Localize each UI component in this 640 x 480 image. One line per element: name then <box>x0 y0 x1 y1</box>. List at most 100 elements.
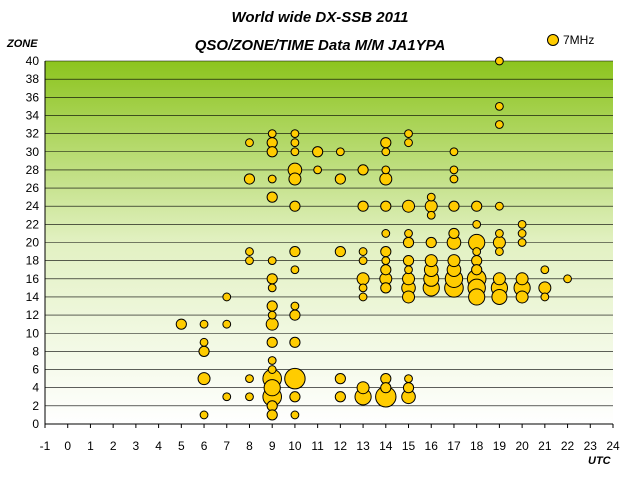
data-point <box>245 138 254 148</box>
data-point <box>540 292 550 302</box>
data-point <box>495 229 504 238</box>
data-point <box>222 392 232 402</box>
data-point <box>449 174 459 184</box>
data-point <box>495 120 504 129</box>
data-point <box>245 392 254 402</box>
data-point <box>267 283 277 293</box>
x-tick-label: 5 <box>178 439 185 453</box>
y-tick-label: 24 <box>26 199 40 213</box>
data-point <box>491 288 508 305</box>
data-point <box>563 274 572 284</box>
data-point <box>380 245 392 258</box>
y-tick-label: 26 <box>26 181 40 195</box>
data-point <box>426 192 436 202</box>
data-point <box>380 200 392 212</box>
x-tick-label: 18 <box>470 439 484 453</box>
data-point <box>284 367 306 390</box>
x-tick-label: 23 <box>584 439 598 453</box>
data-point <box>312 146 324 158</box>
data-point <box>402 199 416 213</box>
data-point <box>267 365 277 374</box>
y-tick-label: 34 <box>26 108 40 122</box>
data-point <box>245 247 254 256</box>
x-tick-label: 3 <box>133 439 140 453</box>
data-point <box>449 147 459 157</box>
data-point <box>199 337 209 347</box>
data-point <box>266 409 278 421</box>
x-tick-label: 17 <box>447 439 461 453</box>
x-tick-label: 19 <box>493 439 507 453</box>
data-point <box>448 200 460 212</box>
y-tick-label: 20 <box>26 236 40 250</box>
data-point <box>402 290 416 304</box>
y-tick-label: 10 <box>26 326 40 340</box>
legend: 7MHz <box>547 33 594 47</box>
data-point <box>289 245 301 258</box>
data-point <box>495 101 504 111</box>
data-point <box>381 165 391 175</box>
data-point <box>492 272 506 286</box>
x-tick-label: 15 <box>402 439 416 453</box>
y-tick-label: 14 <box>26 290 40 304</box>
data-point <box>495 56 504 66</box>
y-tick-label: 6 <box>32 363 39 377</box>
legend-marker <box>547 34 559 46</box>
data-point <box>263 379 281 397</box>
data-point <box>335 147 345 157</box>
data-point <box>266 273 278 285</box>
data-point <box>334 391 346 403</box>
data-point <box>288 172 302 186</box>
y-tick-label: 22 <box>26 217 40 231</box>
x-tick-label: 10 <box>288 439 302 453</box>
data-point <box>197 372 211 386</box>
x-tick-label: 8 <box>246 439 253 453</box>
data-point <box>424 254 438 268</box>
data-point <box>471 200 483 212</box>
y-tick-label: 0 <box>32 417 39 431</box>
x-tick-label: 11 <box>311 439 324 453</box>
data-point <box>334 373 346 385</box>
data-point <box>447 254 461 268</box>
x-tick-label: 12 <box>334 439 348 453</box>
x-tick-label: 16 <box>425 439 439 453</box>
data-point <box>402 272 416 286</box>
data-point <box>471 264 483 276</box>
x-tick-label: 9 <box>269 439 276 453</box>
data-point <box>517 238 527 247</box>
data-point <box>404 129 413 139</box>
data-point <box>380 264 392 276</box>
data-point <box>404 265 413 275</box>
y-tick-label: 4 <box>32 381 39 395</box>
x-tick-label: 4 <box>155 439 162 453</box>
data-point <box>472 219 482 229</box>
y-tick-label: 40 <box>26 54 40 68</box>
data-point <box>266 300 278 312</box>
data-point <box>245 256 254 266</box>
data-point <box>222 292 232 302</box>
data-point <box>404 374 413 384</box>
y-tick-label: 36 <box>26 90 40 104</box>
data-point <box>266 146 278 158</box>
data-point <box>515 290 529 304</box>
data-point <box>358 256 368 266</box>
data-point <box>357 164 369 176</box>
data-point <box>515 272 529 286</box>
x-tick-label: 13 <box>356 439 370 453</box>
data-point <box>222 319 232 329</box>
y-tick-label: 18 <box>26 254 40 268</box>
data-point <box>243 173 256 185</box>
data-point <box>266 191 278 203</box>
data-point <box>402 382 415 394</box>
data-point <box>495 247 504 256</box>
data-point <box>404 229 413 238</box>
data-point <box>267 129 277 139</box>
x-tick-label: 14 <box>379 439 393 453</box>
data-point <box>517 219 527 229</box>
data-point <box>424 199 438 213</box>
y-tick-label: 12 <box>26 308 40 322</box>
y-tick-label: 8 <box>32 344 39 358</box>
data-point <box>290 138 300 148</box>
y-tick-label: 16 <box>26 272 40 286</box>
y-tick-label: 28 <box>26 163 40 177</box>
